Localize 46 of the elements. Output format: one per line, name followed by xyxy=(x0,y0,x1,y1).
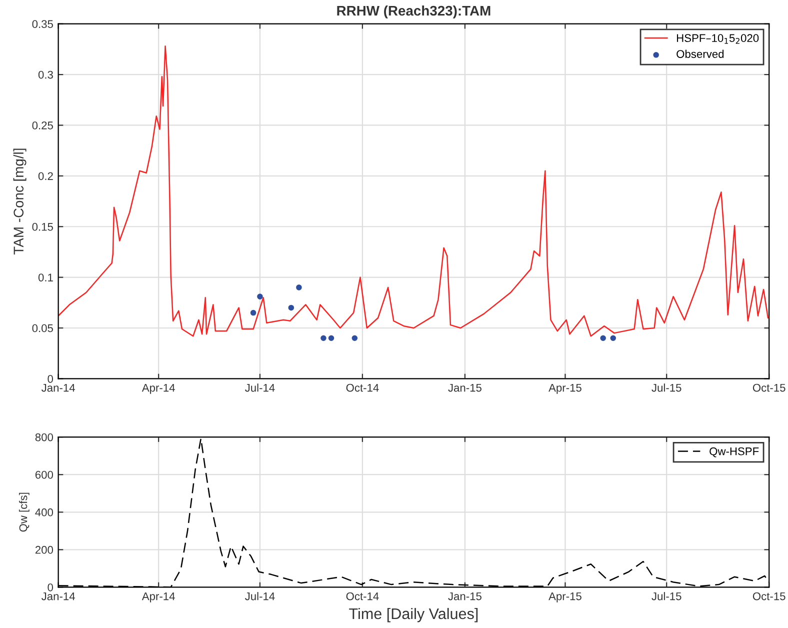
x-axis-title: Time [Daily Values] xyxy=(349,608,478,622)
y-tick-label: 200 xyxy=(35,546,54,554)
legend-label: HSPF–10$_{1}$5$_{2}$020 xyxy=(677,34,759,44)
y-tick-label: 0.1 xyxy=(38,274,53,282)
x-tick-label: Jul-14 xyxy=(245,592,275,600)
point xyxy=(257,294,263,300)
x-tick-label: Oct-14 xyxy=(346,592,379,600)
x-tick-label: Oct-15 xyxy=(752,384,786,392)
line-series xyxy=(58,46,769,337)
y-tick-label: 0.15 xyxy=(32,222,53,231)
x-tick-label: Oct-14 xyxy=(346,384,379,392)
point xyxy=(352,335,358,342)
x-tick-label: Apr-15 xyxy=(548,592,582,602)
x-tick-label: Jul-15 xyxy=(652,592,682,600)
point xyxy=(600,335,606,342)
chart-title: RRHW (Reach323):TAM xyxy=(337,5,490,18)
y-axis-title: TAM -Conc [mg/l] xyxy=(13,148,26,254)
x-tick-label: Jul-14 xyxy=(245,384,275,392)
y-tick-label: 800 xyxy=(35,433,54,442)
x-tick-label: Jan-14 xyxy=(42,592,75,600)
y-axis-title: Qw [cfs] xyxy=(19,492,30,532)
x-tick-label: Apr-14 xyxy=(142,592,175,602)
y-tick-label: 600 xyxy=(35,470,54,479)
x-tick-label: Jan-14 xyxy=(42,384,75,392)
point xyxy=(328,335,334,342)
x-tick-label: Oct-15 xyxy=(752,592,786,600)
x-tick-label: Jan-15 xyxy=(448,592,482,600)
y-tick-label: 0 xyxy=(48,374,54,383)
y-tick-label: 400 xyxy=(35,508,54,516)
x-tick-label: Apr-15 xyxy=(548,384,582,394)
y-tick-label: 0.3 xyxy=(38,70,53,79)
point xyxy=(296,284,302,290)
y-tick-label: 0.25 xyxy=(32,122,53,130)
y-tick-label: 0.35 xyxy=(32,20,53,28)
y-tick-label: 0.05 xyxy=(32,324,53,332)
point xyxy=(288,304,294,311)
legend-label: Qw-HSPF xyxy=(710,447,759,458)
y-tick-label: 0 xyxy=(48,583,54,592)
x-tick-label: Jul-15 xyxy=(652,384,682,392)
legend-label: Observed xyxy=(676,50,724,58)
point xyxy=(320,335,326,342)
x-tick-label: Jan-15 xyxy=(448,384,482,392)
point xyxy=(250,310,256,316)
y-tick-label: 0.2 xyxy=(38,172,53,180)
x-tick-label: Apr-14 xyxy=(142,384,175,394)
point xyxy=(610,335,616,342)
